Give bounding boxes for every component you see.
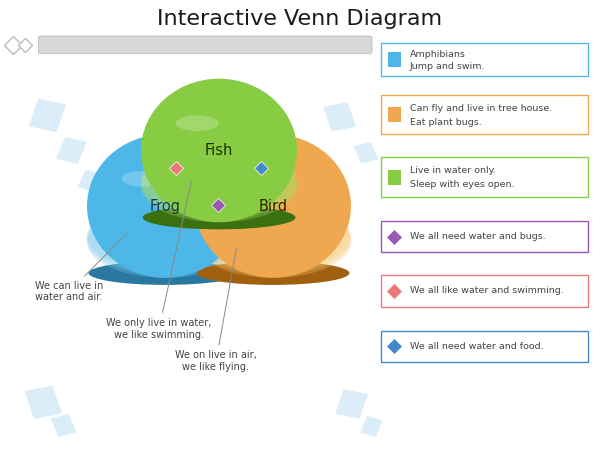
FancyBboxPatch shape xyxy=(388,52,401,67)
Text: We all need water and bugs.: We all need water and bugs. xyxy=(410,232,545,241)
Ellipse shape xyxy=(141,143,297,214)
FancyBboxPatch shape xyxy=(381,43,588,76)
Ellipse shape xyxy=(87,203,243,275)
Ellipse shape xyxy=(195,198,351,270)
FancyBboxPatch shape xyxy=(381,331,588,362)
Ellipse shape xyxy=(195,203,351,275)
FancyBboxPatch shape xyxy=(335,389,368,419)
Text: We all need water and food.: We all need water and food. xyxy=(410,342,544,351)
FancyBboxPatch shape xyxy=(388,169,401,185)
Ellipse shape xyxy=(89,261,241,285)
Text: We all like water and swimming.: We all like water and swimming. xyxy=(410,286,563,295)
Text: We can live in
water and air.: We can live in water and air. xyxy=(35,233,127,302)
Ellipse shape xyxy=(195,134,351,278)
Text: We on live in air,
we like flying.: We on live in air, we like flying. xyxy=(175,248,257,372)
Ellipse shape xyxy=(195,206,351,278)
Text: Fish: Fish xyxy=(205,143,233,158)
Ellipse shape xyxy=(141,148,297,219)
FancyBboxPatch shape xyxy=(381,95,588,134)
Text: Live in water only.: Live in water only. xyxy=(410,166,496,175)
FancyBboxPatch shape xyxy=(381,275,588,307)
Text: Jump and swim.: Jump and swim. xyxy=(410,62,485,71)
Text: Interactive Venn Diagram: Interactive Venn Diagram xyxy=(157,9,443,30)
Text: Amphibians: Amphibians xyxy=(410,50,466,59)
Text: We only live in water,
we like swimming.: We only live in water, we like swimming. xyxy=(106,181,212,339)
FancyBboxPatch shape xyxy=(50,414,77,437)
Ellipse shape xyxy=(176,115,218,131)
Text: Can fly and live in tree house.: Can fly and live in tree house. xyxy=(410,104,552,113)
Ellipse shape xyxy=(87,201,243,273)
Text: Eat plant bugs.: Eat plant bugs. xyxy=(410,118,482,127)
Ellipse shape xyxy=(87,198,243,270)
FancyBboxPatch shape xyxy=(90,199,109,217)
Ellipse shape xyxy=(197,261,349,285)
Text: Frog: Frog xyxy=(149,199,181,213)
Ellipse shape xyxy=(87,134,243,278)
Ellipse shape xyxy=(87,206,243,278)
FancyBboxPatch shape xyxy=(25,386,62,419)
Ellipse shape xyxy=(141,79,297,222)
Text: Sleep with eyes open.: Sleep with eyes open. xyxy=(410,181,514,189)
Ellipse shape xyxy=(122,171,164,187)
FancyBboxPatch shape xyxy=(388,107,401,122)
Ellipse shape xyxy=(143,206,295,229)
Ellipse shape xyxy=(141,150,297,222)
FancyBboxPatch shape xyxy=(381,221,588,252)
FancyBboxPatch shape xyxy=(354,142,378,164)
FancyBboxPatch shape xyxy=(29,99,66,132)
FancyBboxPatch shape xyxy=(56,137,87,164)
FancyBboxPatch shape xyxy=(381,157,588,197)
Ellipse shape xyxy=(195,201,351,273)
FancyBboxPatch shape xyxy=(360,416,383,437)
Ellipse shape xyxy=(230,171,272,187)
Ellipse shape xyxy=(141,145,297,217)
FancyBboxPatch shape xyxy=(323,102,356,131)
FancyBboxPatch shape xyxy=(77,169,101,192)
FancyBboxPatch shape xyxy=(38,36,372,54)
Text: Bird: Bird xyxy=(259,199,287,213)
